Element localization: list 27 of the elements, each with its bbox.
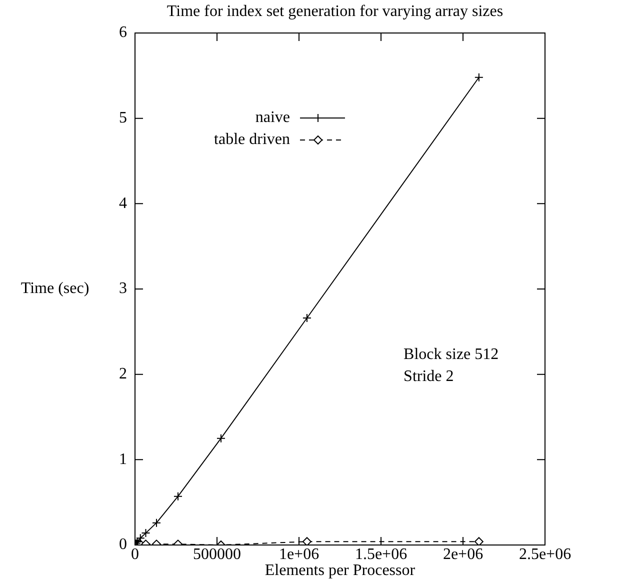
point — [474, 537, 484, 545]
x-tick-label: 1.5e+06 — [354, 546, 408, 563]
y-tick-label: 5 — [119, 110, 127, 127]
y-tick-label: 3 — [119, 280, 127, 298]
legend-label: table driven — [214, 131, 290, 148]
y-tick-label: 2 — [119, 366, 127, 383]
x-tick-label: 2.5e+06 — [518, 546, 572, 563]
x-tick-label: 0 — [131, 546, 139, 563]
annotation: Stride 2 — [404, 368, 454, 386]
y-tick-label: 1 — [119, 450, 127, 468]
point — [474, 72, 484, 82]
y-tick-label: 4 — [119, 194, 127, 212]
x-tick-label: 500000 — [193, 546, 241, 563]
point — [302, 537, 312, 545]
x-axis-title: Elements per Processor — [264, 562, 416, 579]
y-tick-label: 6 — [119, 24, 127, 42]
point — [152, 518, 161, 528]
annotation: Block size 512 — [404, 346, 499, 364]
point — [173, 492, 182, 501]
x-tick-label: 2e+06 — [442, 546, 484, 563]
chart-title: Time for index set generation for varying array sizes — [166, 3, 504, 20]
x-tick-label: 1e+06 — [278, 546, 320, 563]
point — [141, 528, 150, 538]
y-axis-title: Time (sec) — [20, 280, 90, 298]
legend-label: naive — [255, 109, 290, 126]
point — [216, 434, 226, 443]
point — [302, 314, 312, 323]
